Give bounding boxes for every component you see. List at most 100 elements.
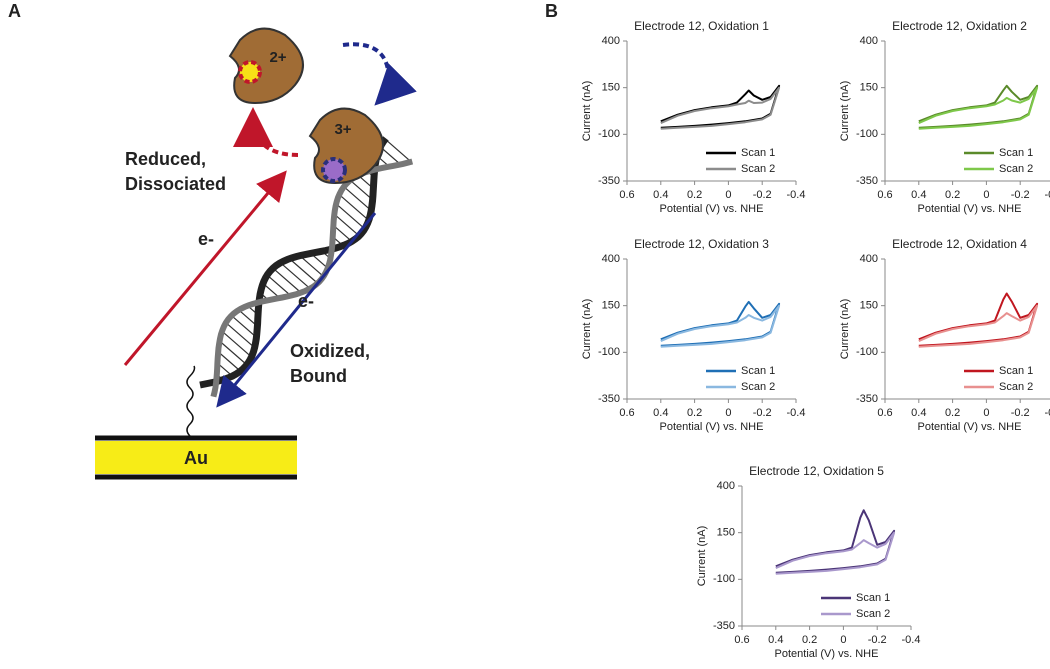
x-tick-label: -0.4 — [902, 634, 921, 646]
base-pair — [335, 203, 366, 230]
y-tick-label: 150 — [860, 82, 878, 94]
x-tick-label: 0 — [983, 189, 989, 201]
cv-trace — [775, 531, 896, 575]
y-tick-label: -100 — [713, 573, 735, 585]
release-arrow — [233, 107, 299, 157]
x-tick-label: -0.4 — [1045, 189, 1050, 201]
x-tick-label: 0.4 — [653, 407, 668, 419]
x-tick-label: 0.4 — [911, 189, 926, 201]
electron-label: e- — [198, 229, 214, 249]
y-tick-label: -100 — [598, 346, 620, 358]
base-pair — [333, 213, 360, 237]
x-axis-label: Potential (V) vs. NHE — [918, 421, 1022, 433]
legend-label: Scan 2 — [999, 381, 1033, 393]
y-axis-label: Current (nA) — [839, 81, 851, 142]
x-tick-label: 0.2 — [945, 407, 960, 419]
x-tick-label: 0.6 — [619, 407, 634, 419]
legend-label: Scan 1 — [999, 365, 1033, 377]
protein-reduced — [228, 27, 304, 105]
electrode — [95, 441, 297, 474]
cv-chart: Electrode 12, Oxidation 4 400 150 -100 -350 0… — [839, 237, 1050, 433]
x-tick-label: 0.6 — [734, 634, 749, 646]
base-pair — [272, 267, 302, 294]
base-pair — [217, 351, 241, 372]
cv-trace — [918, 86, 1039, 130]
base-pair — [221, 330, 252, 358]
x-axis-label: Potential (V) vs. NHE — [775, 648, 879, 660]
base-pair — [338, 194, 370, 221]
y-tick-label: -350 — [856, 175, 878, 187]
y-tick-label: -350 — [713, 620, 735, 632]
y-tick-label: 400 — [602, 253, 620, 265]
x-tick-label: 0.2 — [687, 407, 702, 419]
base-pair — [231, 315, 257, 338]
legend-label: Scan 1 — [741, 147, 775, 159]
chart-title: Electrode 12, Oxidation 4 — [892, 237, 1027, 251]
panel-label: A — [8, 1, 21, 21]
y-tick-label: 150 — [717, 527, 735, 539]
legend-label: Scan 2 — [999, 163, 1033, 175]
state-label: Reduced, — [125, 149, 206, 169]
y-tick-label: -350 — [856, 393, 878, 405]
x-tick-label: 0.2 — [802, 634, 817, 646]
x-tick-label: -0.4 — [787, 407, 806, 419]
y-tick-label: -100 — [856, 346, 878, 358]
y-tick-label: -100 — [856, 128, 878, 140]
cv-trace — [775, 509, 896, 574]
y-tick-label: 400 — [717, 480, 735, 492]
state-label: Bound — [290, 366, 347, 386]
y-tick-label: 150 — [602, 300, 620, 312]
ion-charge: 2+ — [269, 49, 286, 66]
legend-label: Scan 2 — [856, 608, 890, 620]
x-tick-label: 0.6 — [877, 189, 892, 201]
x-tick-label: -0.2 — [1011, 407, 1030, 419]
strand — [199, 136, 389, 389]
cv-chart: Electrode 12, Oxidation 2 400 150 -100 -350 0… — [839, 19, 1050, 215]
x-tick-label: -0.4 — [787, 189, 806, 201]
base-pair — [332, 224, 353, 242]
x-tick-label: 0.4 — [653, 189, 668, 201]
x-tick-label: -0.2 — [753, 189, 772, 201]
legend-label: Scan 2 — [741, 381, 775, 393]
x-tick-label: 0.4 — [911, 407, 926, 419]
cv-trace — [918, 304, 1039, 348]
x-tick-label: -0.2 — [1011, 189, 1030, 201]
x-tick-label: -0.4 — [1045, 407, 1050, 419]
legend-label: Scan 1 — [741, 365, 775, 377]
base-pair — [384, 138, 412, 163]
chart-title: Electrode 12, Oxidation 3 — [634, 237, 769, 251]
cluster-reduced — [238, 60, 262, 84]
state-label: Dissociated — [125, 174, 226, 194]
x-tick-label: 0.6 — [619, 189, 634, 201]
cv-chart: Electrode 12, Oxidation 1 400 150 -100 -350 0… — [581, 19, 806, 215]
base-pair — [289, 258, 319, 284]
linker — [186, 365, 196, 437]
panel-label: B — [545, 1, 558, 21]
x-tick-label: 0.4 — [768, 634, 783, 646]
electron-label: e- — [298, 291, 314, 311]
y-tick-label: -350 — [598, 393, 620, 405]
cv-chart: Electrode 12, Oxidation 5 400 150 -100 -350 0… — [696, 464, 921, 660]
binding-arrow — [342, 42, 417, 106]
base-pair — [225, 322, 255, 349]
y-tick-label: 400 — [860, 35, 878, 47]
y-tick-label: -100 — [598, 128, 620, 140]
x-axis-label: Potential (V) vs. NHE — [660, 421, 764, 433]
x-tick-label: 0 — [725, 407, 731, 419]
y-axis-label: Current (nA) — [581, 299, 593, 360]
y-axis-label: Current (nA) — [696, 526, 708, 587]
y-tick-label: -350 — [598, 175, 620, 187]
panel-a: A Au 2+ 3+ Reduced, Dissociated e- e- Ox… — [8, 1, 417, 480]
cluster-oxidized — [321, 157, 347, 183]
y-tick-label: 400 — [860, 253, 878, 265]
oxidation-arrow — [216, 212, 377, 408]
cv-chart: Electrode 12, Oxidation 3 400 150 -100 -350 0… — [581, 237, 806, 433]
base-pair — [266, 274, 292, 297]
reduction-arrow — [123, 170, 287, 366]
cv-trace — [660, 300, 781, 347]
x-tick-label: 0.2 — [687, 189, 702, 201]
cv-trace — [660, 86, 781, 130]
ion-charge: 3+ — [334, 121, 351, 138]
electrode-label: Au — [184, 448, 208, 468]
